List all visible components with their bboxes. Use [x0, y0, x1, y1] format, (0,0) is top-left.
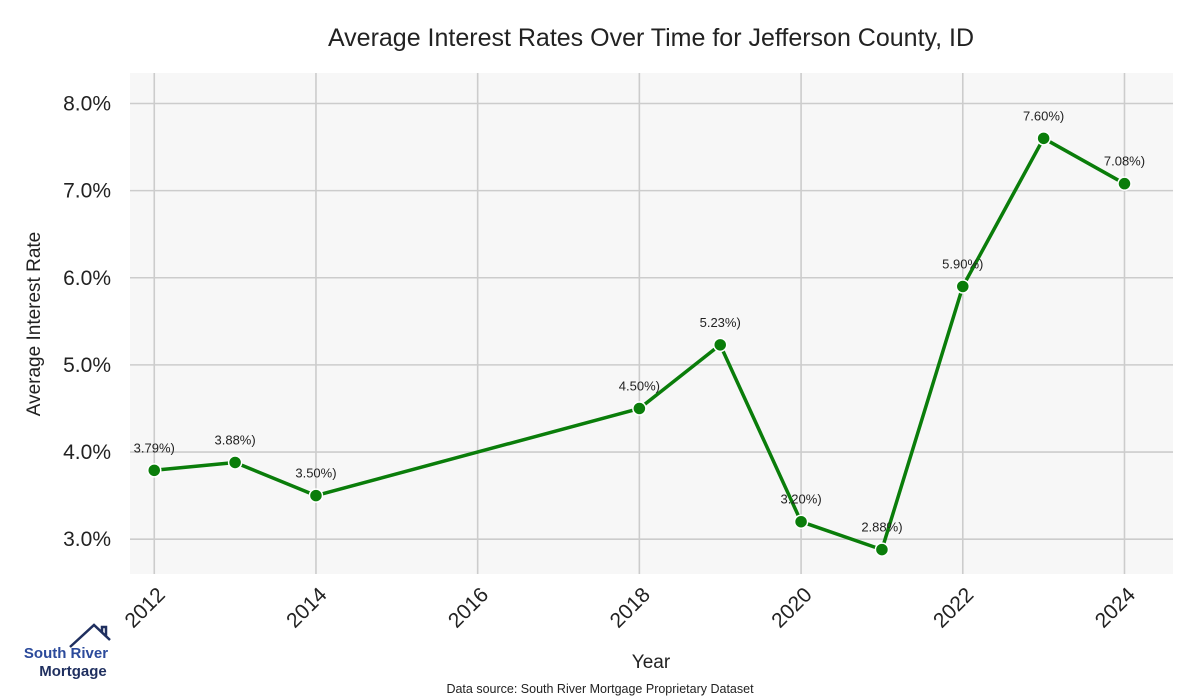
x-tick-label: 2014: [282, 583, 332, 633]
series-layer: 3.79%) 3.88%) 3.50%) 4.50%) 5.23%) 3.20%) 2.88…: [134, 108, 1145, 557]
company-logo: South River Mortgage: [24, 623, 111, 680]
data-label: 7.08%): [1104, 154, 1145, 169]
data-label: 7.60%): [1023, 108, 1064, 123]
data-point: [793, 514, 809, 529]
data-label: 5.23%): [700, 315, 741, 330]
series-line: [154, 136, 1126, 552]
data-point: [955, 279, 971, 294]
data-label: 3.88%): [215, 432, 256, 447]
x-tick-label: 2020: [767, 583, 816, 632]
data-label: 5.90%): [942, 256, 983, 271]
data-point: [1117, 176, 1132, 191]
y-axis-label: Average Interest Rate: [24, 232, 45, 416]
chart-title: Average Interest Rates Over Time for Jef…: [328, 24, 974, 52]
x-tick-label: 2024: [1091, 583, 1141, 633]
data-point: [147, 463, 162, 478]
logo-text-line1: South River: [24, 645, 108, 662]
data-source-note: Data source: South River Mortgage Propri…: [446, 682, 754, 696]
y-axis-ticks: 3.0% 4.0% 5.0% 6.0% 7.0% 8.0%: [63, 92, 111, 551]
data-point: [1036, 131, 1051, 146]
data-point: [632, 401, 647, 416]
y-tick-label: 5.0%: [63, 354, 111, 377]
x-axis-ticks: 2012 2014 2016 2018 2020 2022 2024: [120, 583, 1140, 633]
y-tick-label: 7.0%: [63, 180, 111, 203]
data-label: 4.50%): [619, 378, 660, 393]
y-tick-label: 6.0%: [63, 267, 111, 290]
grid: [130, 73, 1173, 574]
data-label: 3.50%): [295, 466, 336, 481]
y-tick-label: 8.0%: [63, 92, 111, 115]
data-point: [874, 542, 890, 557]
logo-text-line2: Mortgage: [39, 663, 107, 680]
data-point: [227, 455, 243, 470]
data-label: 3.79%): [134, 440, 175, 455]
data-label: 3.20%): [780, 492, 821, 507]
y-tick-label: 3.0%: [63, 528, 111, 551]
data-label: 2.88%): [861, 520, 902, 535]
x-tick-label: 2012: [120, 583, 169, 632]
y-tick-label: 4.0%: [63, 441, 111, 464]
plot-area: [130, 73, 1173, 574]
x-tick-label: 2016: [444, 583, 493, 632]
house-roof-icon: [69, 623, 111, 648]
data-point: [712, 337, 728, 353]
x-axis-label: Year: [632, 652, 671, 673]
data-point: [308, 488, 324, 503]
x-tick-label: 2018: [606, 583, 655, 632]
x-tick-label: 2022: [929, 583, 978, 632]
